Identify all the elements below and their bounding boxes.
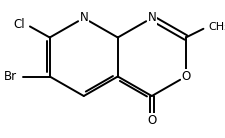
Text: Br: Br	[4, 70, 17, 83]
Text: N: N	[79, 11, 88, 25]
Text: CH₃: CH₃	[208, 22, 225, 32]
Text: Cl: Cl	[13, 18, 25, 30]
Text: O: O	[147, 113, 156, 127]
Text: O: O	[181, 70, 191, 83]
Text: N: N	[147, 11, 156, 25]
